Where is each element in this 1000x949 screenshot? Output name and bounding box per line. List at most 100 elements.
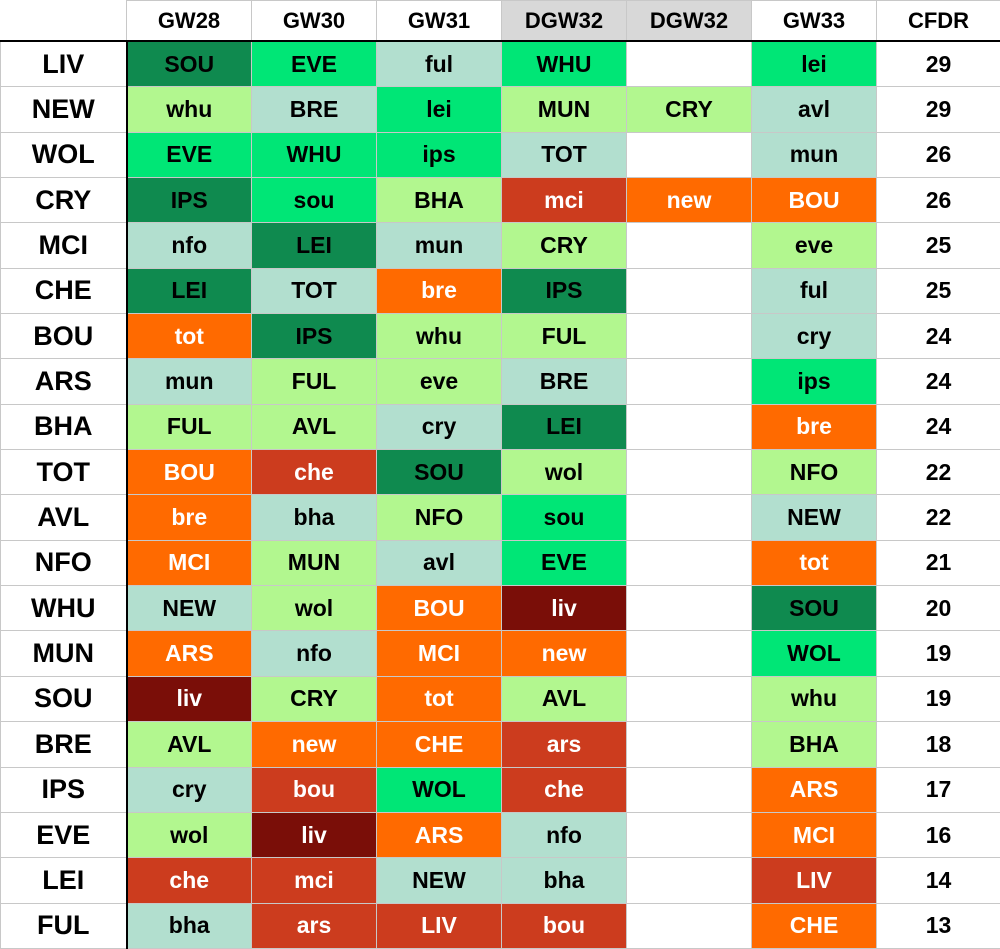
fixture-cell-gw28: bha: [126, 902, 252, 949]
fixture-cell-gw31: LIV: [376, 902, 502, 949]
fixture-cell-dgw32-second: [626, 857, 752, 904]
fixture-cell-gw33: ful: [751, 267, 877, 315]
table-body: LIV SOU EVE ful WHU lei 29 NEW whu BRE lei MUN CRY av…: [0, 40, 1000, 949]
fixture-cell-gw33: MCI: [751, 811, 877, 859]
fixture-cell-dgw32-first: BRE: [501, 358, 627, 405]
table-row: EVE wol liv ARS nfo MCI 16: [0, 811, 1000, 859]
fixture-cell-gw31: ARS: [376, 811, 502, 859]
table-row: ARS mun FUL eve BRE ips 24: [0, 358, 1000, 405]
fixture-cell-gw30: ars: [251, 902, 377, 949]
fixture-cell-gw30: sou: [251, 177, 377, 224]
team-name-cell: NEW: [0, 86, 128, 133]
header-corner: [0, 0, 127, 42]
fixture-cell-gw30: FUL: [251, 358, 377, 405]
header-gw28: GW28: [126, 0, 252, 42]
cfdr-value-cell: 18: [876, 721, 1000, 768]
table-row: NFO MCI MUN avl EVE tot 21: [0, 539, 1000, 587]
fixture-cell-gw33: avl: [751, 86, 877, 133]
fixture-cell-gw31: WOL: [376, 766, 502, 813]
cfdr-value-cell: 19: [876, 675, 1000, 723]
cfdr-value-cell: 25: [876, 222, 1000, 269]
cfdr-value-cell: 16: [876, 811, 1000, 859]
fixture-cell-gw31: cry: [376, 403, 502, 451]
fixture-cell-gw31: SOU: [376, 449, 502, 496]
cfdr-value-cell: 29: [876, 40, 1000, 88]
fixture-cell-gw31: NFO: [376, 494, 502, 541]
cfdr-value-cell: 29: [876, 86, 1000, 133]
table-row: BOU tot IPS whu FUL cry 24: [0, 313, 1000, 360]
table-row: CRY IPS sou BHA mci new BOU 26: [0, 177, 1000, 224]
cfdr-value-cell: 20: [876, 585, 1000, 632]
cfdr-value-cell: 26: [876, 131, 1000, 179]
fixture-cell-gw33: WOL: [751, 630, 877, 677]
fixture-cell-dgw32-first: TOT: [501, 131, 627, 179]
table-row: IPS cry bou WOL che ARS 17: [0, 766, 1000, 813]
fixture-cell-gw28: NEW: [126, 585, 252, 632]
fixture-cell-gw33: BHA: [751, 721, 877, 768]
team-name-cell: LIV: [0, 40, 128, 88]
team-name-cell: BOU: [0, 313, 128, 360]
fixture-cell-dgw32-second: [626, 403, 752, 451]
fixture-cell-gw30: WHU: [251, 131, 377, 179]
fixture-cell-gw28: bre: [126, 494, 252, 541]
fixture-cell-dgw32-second: [626, 721, 752, 768]
fixture-cell-gw28: SOU: [126, 40, 252, 88]
table-row: MUN ARS nfo MCI new WOL 19: [0, 630, 1000, 677]
team-name-cell: EVE: [0, 811, 128, 859]
header-cfdr: CFDR: [876, 0, 1000, 42]
fixture-cell-gw28: cry: [126, 766, 252, 813]
cfdr-value-cell: 22: [876, 494, 1000, 541]
fixture-cell-dgw32-second: [626, 494, 752, 541]
cfdr-value-cell: 24: [876, 313, 1000, 360]
fixture-cell-gw30: liv: [251, 811, 377, 859]
fixture-cell-gw30: new: [251, 721, 377, 768]
fixture-cell-dgw32-second: [626, 222, 752, 269]
fixture-cell-gw33: SOU: [751, 585, 877, 632]
table-row: BRE AVL new CHE ars BHA 18: [0, 721, 1000, 768]
fixture-cell-dgw32-first: nfo: [501, 811, 627, 859]
fixture-cell-dgw32-first: che: [501, 766, 627, 813]
fixture-cell-gw30: TOT: [251, 267, 377, 315]
fixture-cell-gw31: avl: [376, 539, 502, 587]
fixture-cell-gw28: MCI: [126, 539, 252, 587]
fixture-cell-gw28: whu: [126, 86, 252, 133]
fixture-cell-gw33: LIV: [751, 857, 877, 904]
team-name-cell: TOT: [0, 449, 128, 496]
table-row: CHE LEI TOT bre IPS ful 25: [0, 267, 1000, 315]
cfdr-value-cell: 21: [876, 539, 1000, 587]
fixture-cell-dgw32-first: new: [501, 630, 627, 677]
fixture-cell-gw33: mun: [751, 131, 877, 179]
fixture-cell-dgw32-first: wol: [501, 449, 627, 496]
fixture-cell-dgw32-second: [626, 40, 752, 88]
fixture-cell-gw33: NFO: [751, 449, 877, 496]
fixture-cell-gw28: che: [126, 857, 252, 904]
fixture-cell-gw33: tot: [751, 539, 877, 587]
fixture-cell-dgw32-first: sou: [501, 494, 627, 541]
team-name-cell: WOL: [0, 131, 128, 179]
fixture-cell-dgw32-second: [626, 449, 752, 496]
fixture-cell-gw33: ARS: [751, 766, 877, 813]
fixture-cell-gw28: wol: [126, 811, 252, 859]
header-gw30: GW30: [251, 0, 377, 42]
team-name-cell: IPS: [0, 766, 128, 813]
fixture-cell-gw33: whu: [751, 675, 877, 723]
fixture-cell-gw31: ips: [376, 131, 502, 179]
fixture-cell-gw33: bre: [751, 403, 877, 451]
fixture-cell-gw28: IPS: [126, 177, 252, 224]
fixture-cell-gw28: nfo: [126, 222, 252, 269]
team-name-cell: ARS: [0, 358, 128, 405]
fixture-cell-gw31: whu: [376, 313, 502, 360]
fixture-cell-gw31: MCI: [376, 630, 502, 677]
table-row: FUL bha ars LIV bou CHE 13: [0, 902, 1000, 949]
fixture-cell-dgw32-second: [626, 358, 752, 405]
fixture-cell-gw33: CHE: [751, 902, 877, 949]
fixture-cell-gw28: LEI: [126, 267, 252, 315]
fixture-cell-dgw32-second: [626, 675, 752, 723]
team-name-cell: CRY: [0, 177, 128, 224]
fixture-cell-gw31: NEW: [376, 857, 502, 904]
header-gw31: GW31: [376, 0, 502, 42]
cfdr-value-cell: 24: [876, 403, 1000, 451]
table-row: MCI nfo LEI mun CRY eve 25: [0, 222, 1000, 269]
fixture-cell-dgw32-second: CRY: [626, 86, 752, 133]
